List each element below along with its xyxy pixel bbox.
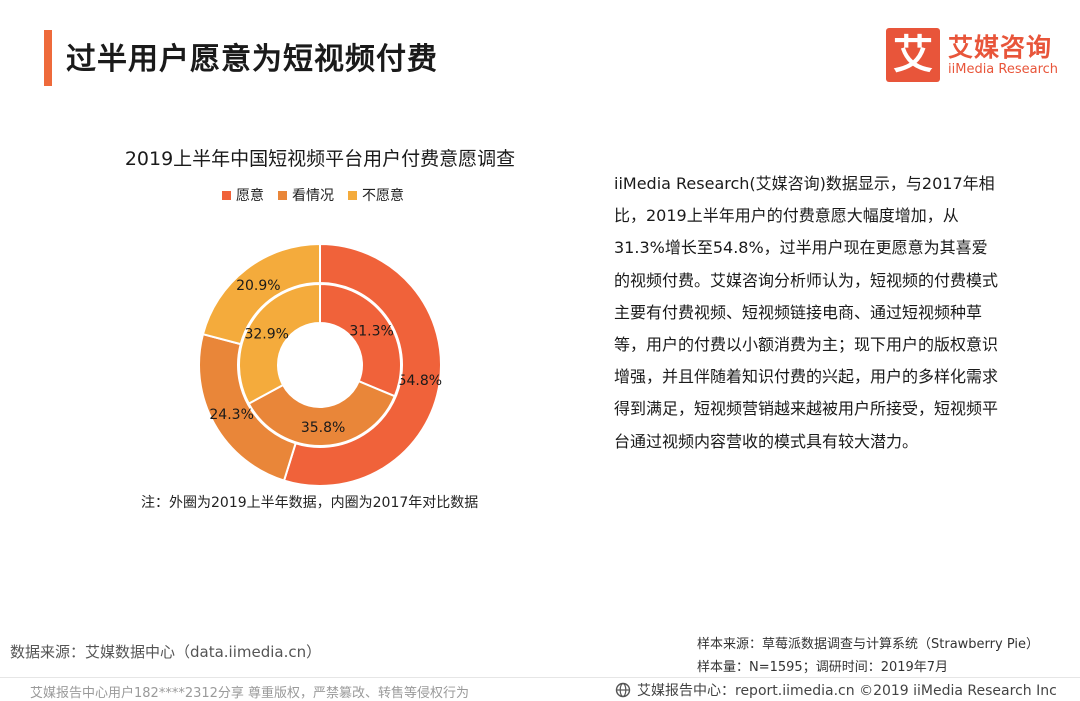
nested-donut-chart: 54.8% 24.3% 20.9% 31.3% 35.8% 32.9%	[198, 242, 442, 487]
legend-item-unwilling: 不愿意	[348, 185, 404, 205]
outer-data-label-2: 20.9%	[236, 278, 280, 294]
legend-swatch	[222, 190, 231, 200]
inner-slice-2	[238, 282, 321, 405]
legend-swatch	[278, 190, 287, 200]
footer-divider	[0, 677, 1080, 678]
legend-swatch	[348, 190, 357, 200]
report-center-text: 艾媒报告中心：report.iimedia.cn ©2019 iiMedia R…	[637, 683, 1057, 699]
globe-icon	[615, 682, 631, 698]
brand-logo: 艾 艾媒咨询 iiMedia Research	[886, 28, 1061, 82]
legend-item-willing: 愿意	[222, 185, 264, 205]
sample-source: 样本来源：草莓派数据调查与计算系统（Strawberry Pie）	[697, 637, 1039, 652]
chart-title: 2019上半年中国短视频平台用户付费意愿调查	[124, 148, 516, 170]
inner-data-label-0: 31.3%	[349, 324, 393, 340]
logo-cn-text: 艾媒咨询	[948, 33, 1053, 62]
legend-label: 看情况	[292, 188, 334, 204]
page-title: 过半用户愿意为短视频付费	[66, 42, 438, 77]
logo-en-text: iiMedia Research	[948, 62, 1059, 77]
chart-note: 注：外圈为2019上半年数据，内圈为2017年对比数据	[141, 495, 479, 511]
chart-legend: 愿意 看情况 不愿意	[222, 185, 404, 205]
sample-size: 样本量：N=1595；调研时间：2019年7月	[697, 660, 949, 675]
outer-data-label-1: 24.3%	[209, 407, 253, 423]
report-center: 艾媒报告中心：report.iimedia.cn ©2019 iiMedia R…	[615, 680, 1057, 700]
outer-data-label-0: 54.8%	[398, 373, 442, 389]
inner-data-label-2: 32.9%	[244, 326, 288, 342]
title-accent-bar	[44, 30, 52, 86]
inner-data-label-1: 35.8%	[301, 420, 345, 436]
inner-slice-1	[247, 379, 397, 447]
legend-item-depends: 看情况	[278, 185, 334, 205]
analysis-paragraph: iiMedia Research(艾媒咨询)数据显示，与2017年相比，2019…	[614, 174, 999, 451]
logo-icon: 艾	[886, 28, 940, 82]
data-source: 数据来源：艾媒数据中心（data.iimedia.cn）	[10, 643, 322, 661]
legend-label: 愿意	[236, 188, 264, 204]
legend-label: 不愿意	[362, 188, 404, 204]
watermark-text: 艾媒报告中心用户182****2312分享 尊重版权，严禁篡改、转售等侵权行为	[30, 686, 470, 701]
inner-slice-0	[319, 282, 402, 398]
